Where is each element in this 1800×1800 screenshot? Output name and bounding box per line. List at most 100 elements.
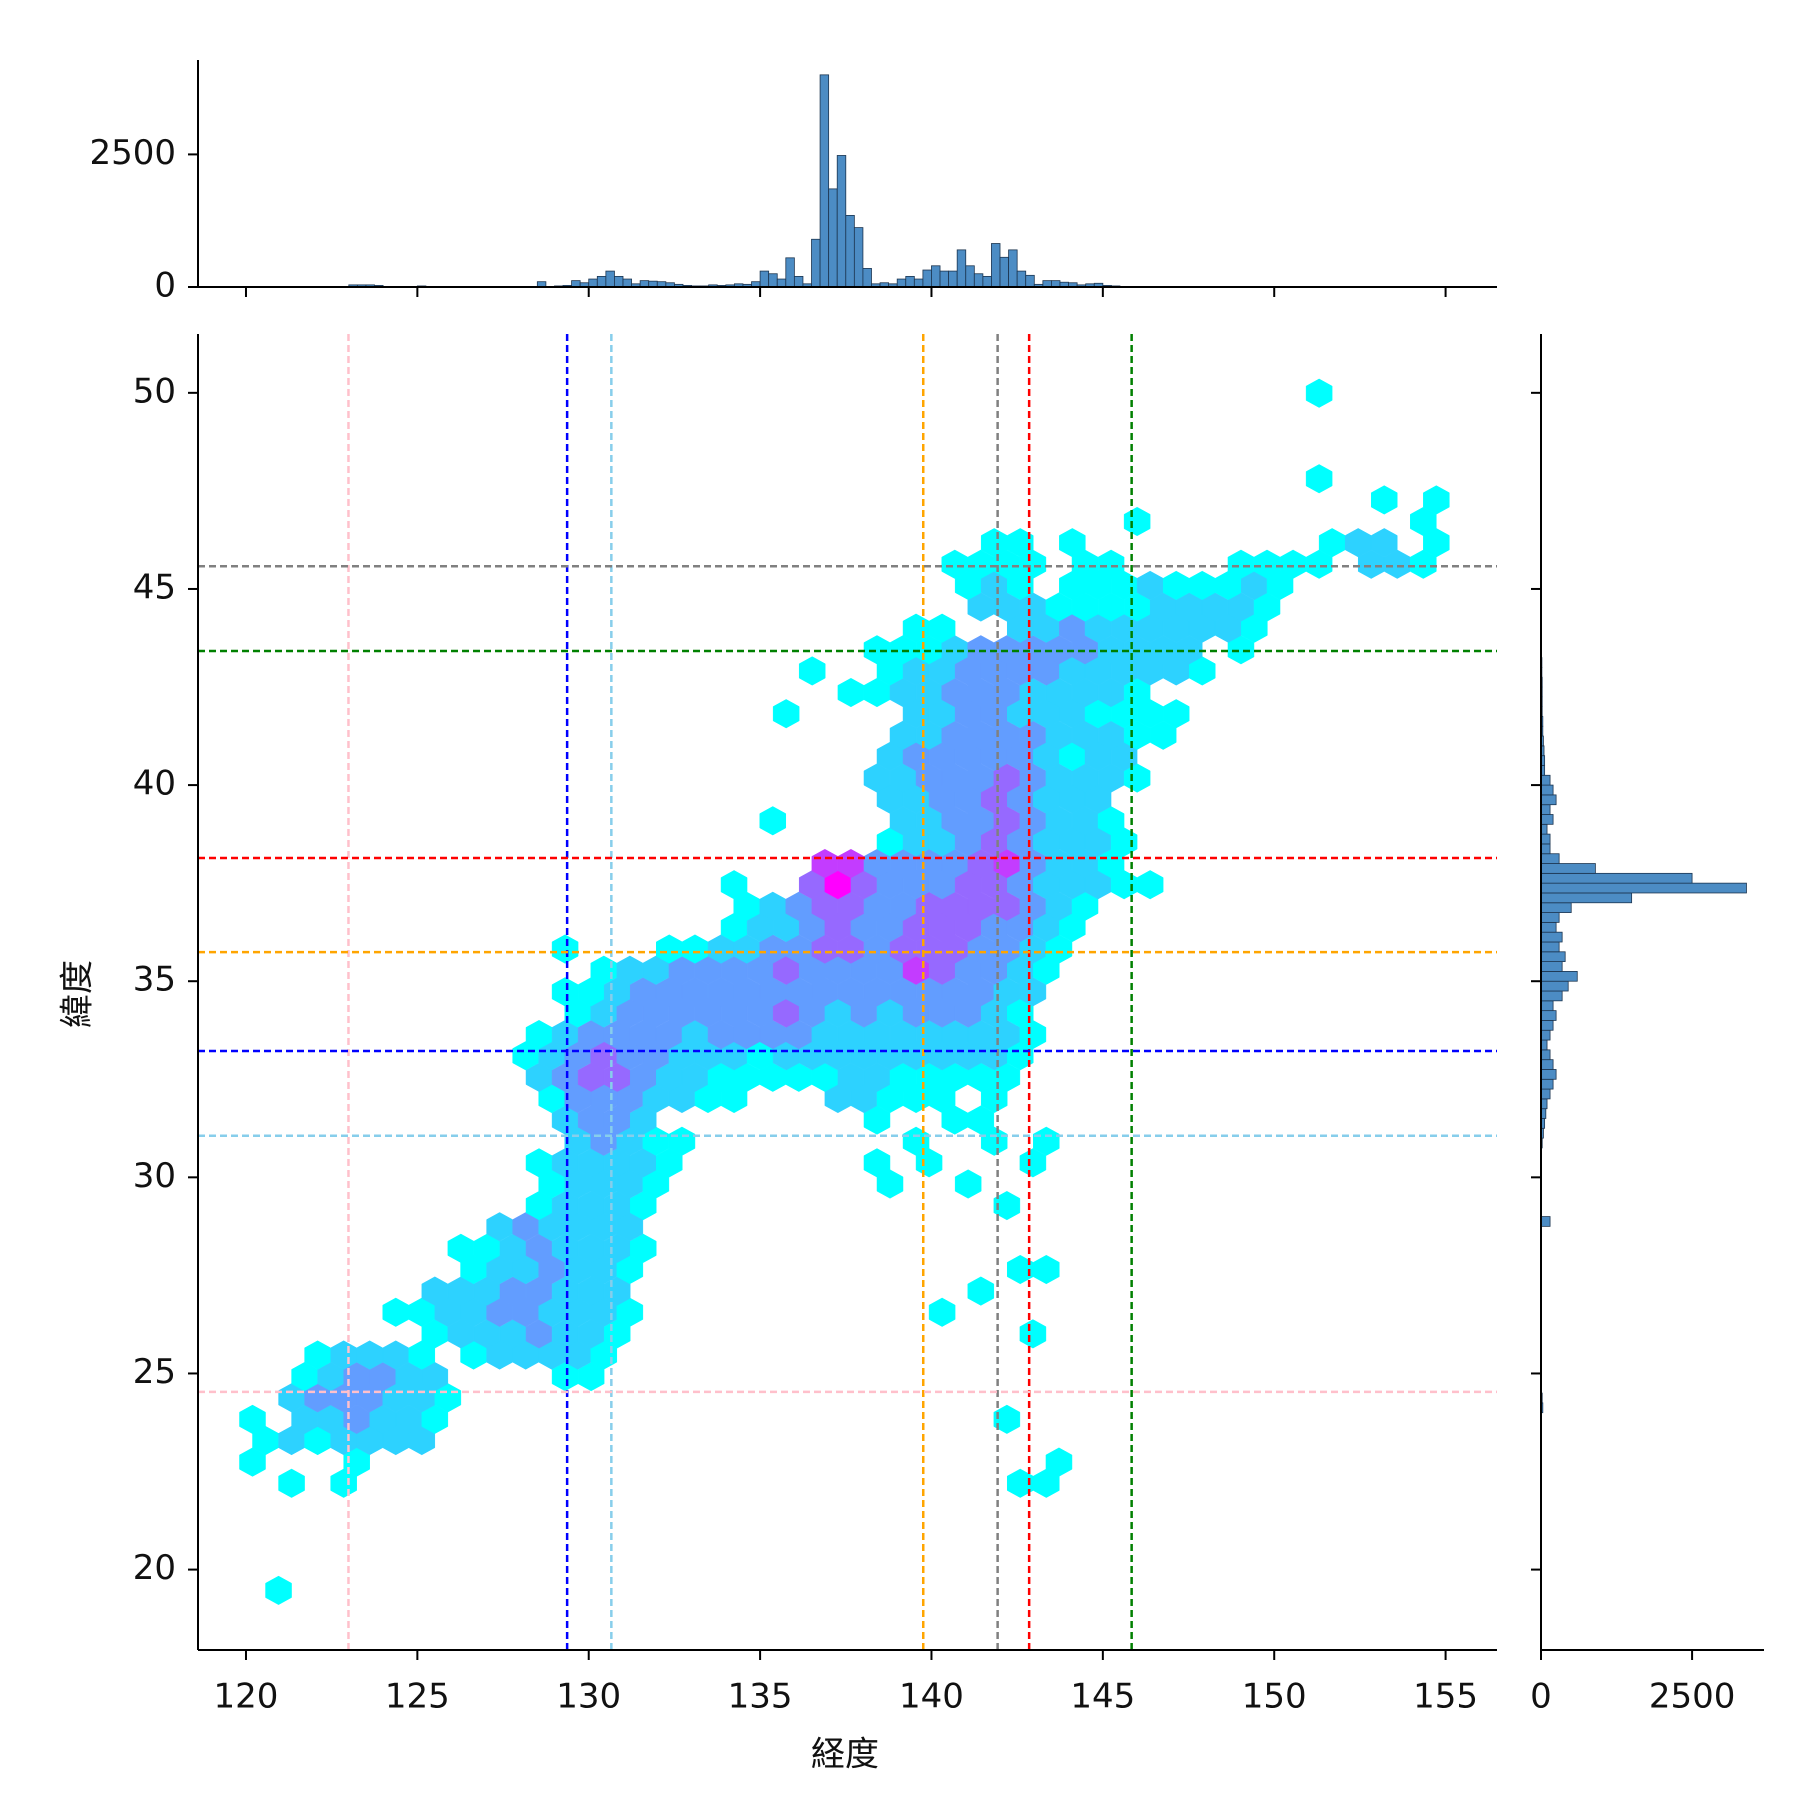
y-tick-label: 25 xyxy=(133,1352,176,1392)
hexbin-cell xyxy=(278,1468,305,1498)
histogram-bar xyxy=(1540,784,1554,796)
y-tick-label: 30 xyxy=(133,1156,176,1196)
histogram-bar xyxy=(819,74,830,288)
hexbin-cell xyxy=(993,1404,1021,1434)
histogram-bar xyxy=(905,275,915,288)
histogram-bar xyxy=(1540,980,1569,992)
hexbin-cell xyxy=(629,1105,657,1135)
y-tick-label: 45 xyxy=(133,567,176,607)
hexbin-cell xyxy=(1019,1019,1047,1050)
hexbin-cell xyxy=(1227,635,1255,665)
hexbin-cell xyxy=(551,934,579,964)
hexbin-cell xyxy=(1033,1254,1060,1285)
hexbin-cell xyxy=(656,1148,683,1178)
hexbin-cell xyxy=(1019,977,1047,1007)
histogram-bar xyxy=(776,278,787,288)
histogram-bar xyxy=(759,270,770,288)
histogram-bar xyxy=(1540,814,1554,825)
hexbin-cell xyxy=(1045,1447,1073,1477)
histogram-bar xyxy=(1540,971,1578,982)
hexbin-cell xyxy=(629,1190,657,1221)
hexbin-cell xyxy=(954,1169,982,1199)
histogram-bar xyxy=(1540,872,1693,884)
hexbin-cell xyxy=(265,1575,292,1605)
histogram-bar xyxy=(1540,990,1563,1002)
histogram-bar xyxy=(588,278,598,288)
histogram-bar xyxy=(811,238,821,288)
hexbin-cell xyxy=(1019,1319,1047,1349)
histogram-bar xyxy=(1540,1059,1554,1070)
hexbin-cell xyxy=(1045,934,1073,964)
hexbin-cell xyxy=(928,613,956,643)
hexbin-cell xyxy=(1423,485,1450,515)
histogram-bar xyxy=(1008,249,1018,288)
histogram-bar xyxy=(1540,1000,1554,1012)
hexbin-cell xyxy=(967,1105,995,1135)
histogram-bar xyxy=(845,214,855,288)
histogram-bar xyxy=(1540,774,1551,786)
hexbin-cell xyxy=(1370,528,1398,558)
y-tick-label: 50 xyxy=(133,371,176,411)
hexbin-cell xyxy=(1305,464,1333,494)
hexbin-cell xyxy=(967,1276,995,1306)
right-hist-x-tick-label: 2500 xyxy=(1649,1677,1736,1717)
hexbin-cell xyxy=(1059,528,1086,558)
histogram-bar xyxy=(1540,882,1747,894)
histogram-bar xyxy=(1540,921,1557,933)
histogram-bar xyxy=(1540,1029,1551,1041)
histogram-bar xyxy=(1540,1088,1551,1100)
histogram-bar xyxy=(939,270,950,288)
hexbin-cell xyxy=(863,1148,891,1178)
histogram-bar xyxy=(1540,951,1566,963)
histogram-bar xyxy=(1540,1020,1554,1031)
histogram-bar xyxy=(982,275,992,288)
hexbin-cell xyxy=(993,1062,1021,1092)
hexbin-cell xyxy=(629,1233,657,1263)
x-tick-label: 150 xyxy=(1242,1677,1307,1717)
histogram-bar xyxy=(793,275,804,288)
histogram-bar xyxy=(1540,833,1551,845)
histogram-bar xyxy=(768,273,778,288)
y-tick-label: 35 xyxy=(133,960,176,1000)
histogram-bar xyxy=(836,155,847,288)
hexbin-cell xyxy=(1097,549,1125,579)
histogram-bar xyxy=(1540,912,1560,923)
histogram-bar xyxy=(1025,274,1035,288)
hexbin-cell xyxy=(759,806,787,836)
x-tick-label: 130 xyxy=(556,1677,621,1717)
hexbin-cell xyxy=(1162,699,1190,729)
histogram-bar xyxy=(622,278,632,288)
histogram-bar xyxy=(862,268,872,288)
x-tick-label: 145 xyxy=(1070,1677,1135,1717)
histogram-bar xyxy=(1540,1216,1551,1227)
hexbin-cell xyxy=(1019,1148,1047,1178)
y-tick-label: 20 xyxy=(133,1548,176,1588)
hexbin-cell xyxy=(577,1362,605,1392)
histogram-bar xyxy=(913,278,924,288)
histogram-bar xyxy=(1540,853,1560,864)
hexbin-cell xyxy=(1033,1126,1060,1156)
hexbin-cell xyxy=(239,1404,266,1434)
histogram-bar xyxy=(999,256,1009,288)
hexbin-cell xyxy=(1370,485,1398,515)
hexbin-cell xyxy=(1019,549,1047,579)
x-tick-label: 125 xyxy=(385,1677,450,1717)
histogram-bar xyxy=(931,265,941,288)
top-hist-y-tick-label: 2500 xyxy=(89,133,176,173)
x-axis-label: 経度 xyxy=(811,1735,879,1775)
histogram-bar xyxy=(1540,961,1563,972)
histogram-bar xyxy=(1540,902,1572,913)
histogram-bar xyxy=(1540,941,1560,953)
histogram-bar xyxy=(965,265,975,288)
hexbin-cell xyxy=(1136,870,1164,900)
histogram-bar xyxy=(1540,863,1596,874)
x-tick-label: 135 xyxy=(728,1677,793,1717)
top-hist-y-tick-label: 0 xyxy=(154,266,176,306)
histogram-bar xyxy=(1540,931,1563,943)
histogram-bar xyxy=(1540,1069,1557,1080)
hexbin-cell xyxy=(798,656,826,686)
histogram-bar xyxy=(948,270,958,288)
histogram-bar xyxy=(956,249,967,288)
hexbin-cell xyxy=(720,870,748,900)
hexbin-cell xyxy=(772,699,800,729)
